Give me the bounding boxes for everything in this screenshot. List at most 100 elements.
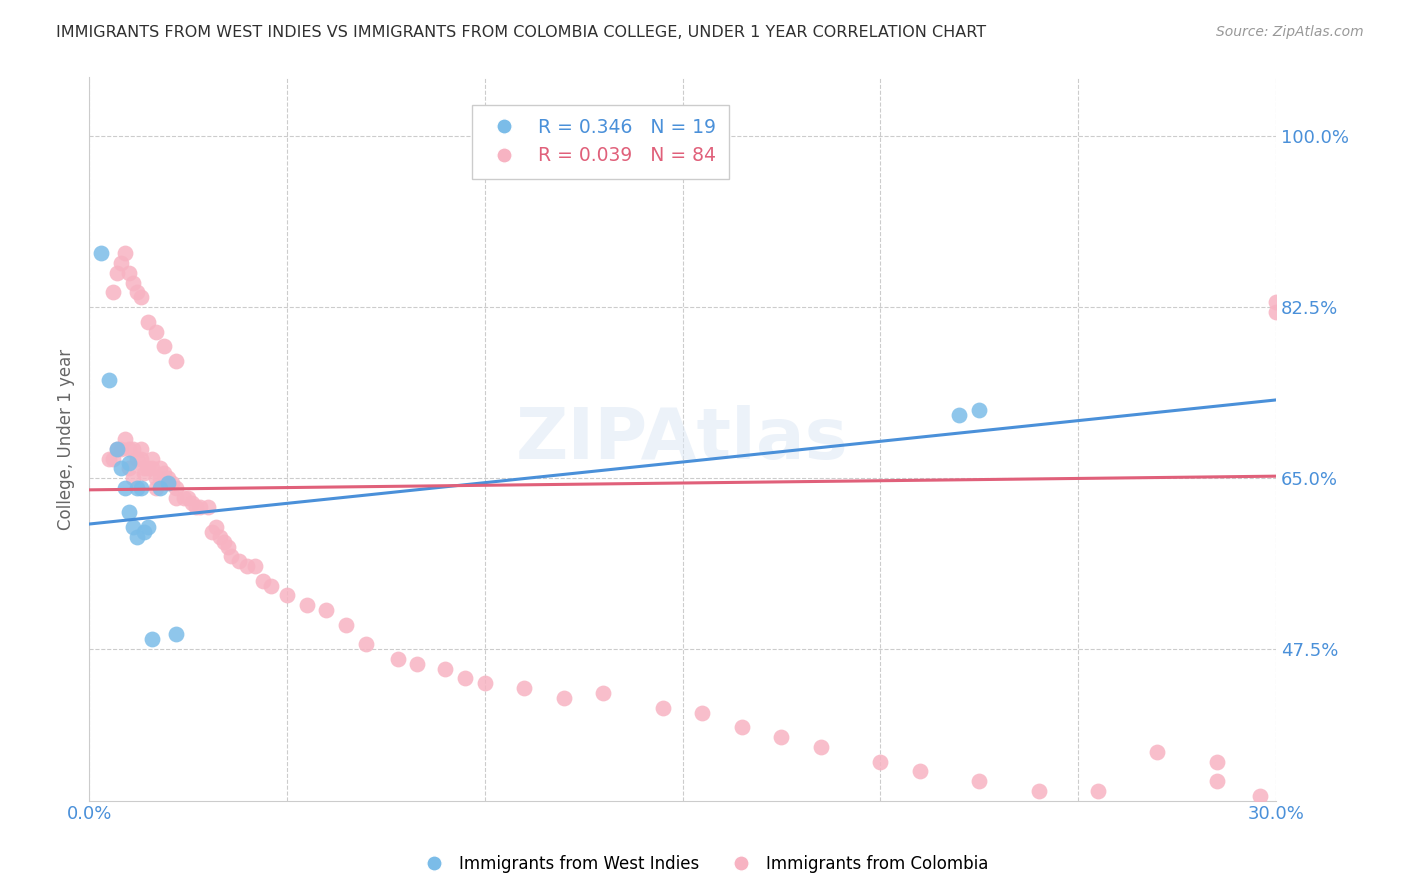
Point bbox=[770, 730, 793, 744]
Point bbox=[105, 266, 128, 280]
Legend: Immigrants from West Indies, Immigrants from Colombia: Immigrants from West Indies, Immigrants … bbox=[411, 848, 995, 880]
Point bbox=[114, 481, 136, 495]
Point bbox=[208, 530, 231, 544]
Point bbox=[406, 657, 429, 671]
Point bbox=[129, 451, 152, 466]
Point bbox=[149, 461, 172, 475]
Point bbox=[967, 774, 990, 789]
Point bbox=[138, 315, 160, 329]
Point bbox=[165, 481, 187, 495]
Point bbox=[236, 559, 259, 574]
Point bbox=[145, 471, 167, 485]
Point bbox=[387, 652, 409, 666]
Point bbox=[354, 637, 377, 651]
Point bbox=[810, 739, 832, 754]
Point bbox=[97, 373, 120, 387]
Point bbox=[141, 451, 163, 466]
Point bbox=[117, 505, 139, 519]
Point bbox=[967, 402, 990, 417]
Point bbox=[117, 461, 139, 475]
Point bbox=[125, 530, 148, 544]
Point bbox=[295, 598, 318, 612]
Point bbox=[141, 461, 163, 475]
Point bbox=[1087, 784, 1109, 798]
Point bbox=[149, 481, 172, 495]
Point bbox=[110, 461, 132, 475]
Point bbox=[217, 540, 239, 554]
Point bbox=[145, 481, 167, 495]
Point bbox=[184, 500, 207, 515]
Point bbox=[125, 285, 148, 300]
Point bbox=[177, 491, 200, 505]
Point bbox=[690, 706, 713, 720]
Point bbox=[201, 524, 224, 539]
Point bbox=[173, 491, 195, 505]
Point bbox=[252, 574, 274, 588]
Point bbox=[134, 524, 156, 539]
Point bbox=[134, 467, 156, 481]
Point bbox=[90, 246, 112, 260]
Point bbox=[1028, 784, 1050, 798]
Point bbox=[869, 755, 891, 769]
Point bbox=[101, 285, 124, 300]
Point bbox=[335, 617, 357, 632]
Point bbox=[129, 290, 152, 304]
Point bbox=[245, 559, 267, 574]
Point bbox=[1146, 745, 1168, 759]
Point bbox=[1249, 789, 1271, 803]
Point bbox=[731, 720, 754, 734]
Point bbox=[1265, 305, 1288, 319]
Point bbox=[121, 442, 143, 456]
Point bbox=[114, 432, 136, 446]
Point bbox=[553, 691, 575, 706]
Point bbox=[110, 256, 132, 270]
Point bbox=[138, 461, 160, 475]
Point bbox=[117, 266, 139, 280]
Point bbox=[228, 554, 250, 568]
Point bbox=[125, 481, 148, 495]
Legend: R = 0.346   N = 19, R = 0.039   N = 84: R = 0.346 N = 19, R = 0.039 N = 84 bbox=[472, 105, 730, 178]
Point bbox=[141, 632, 163, 647]
Text: IMMIGRANTS FROM WEST INDIES VS IMMIGRANTS FROM COLOMBIA COLLEGE, UNDER 1 YEAR CO: IMMIGRANTS FROM WEST INDIES VS IMMIGRANT… bbox=[56, 25, 987, 40]
Point bbox=[157, 471, 180, 485]
Point bbox=[592, 686, 614, 700]
Point bbox=[114, 246, 136, 260]
Point bbox=[101, 451, 124, 466]
Point bbox=[260, 579, 283, 593]
Point bbox=[315, 603, 337, 617]
Point bbox=[1205, 755, 1227, 769]
Y-axis label: College, Under 1 year: College, Under 1 year bbox=[58, 349, 75, 530]
Point bbox=[121, 520, 143, 534]
Point bbox=[221, 549, 243, 564]
Point bbox=[1265, 295, 1288, 310]
Point bbox=[121, 471, 143, 485]
Point bbox=[434, 662, 457, 676]
Point bbox=[1205, 774, 1227, 789]
Point bbox=[908, 764, 931, 779]
Point bbox=[138, 520, 160, 534]
Point bbox=[117, 442, 139, 456]
Point bbox=[948, 408, 970, 422]
Point bbox=[149, 471, 172, 485]
Point bbox=[181, 495, 204, 509]
Point bbox=[513, 681, 536, 696]
Point bbox=[117, 457, 139, 471]
Point bbox=[204, 520, 226, 534]
Point bbox=[97, 451, 120, 466]
Point bbox=[165, 491, 187, 505]
Point bbox=[110, 442, 132, 456]
Point bbox=[145, 325, 167, 339]
Point bbox=[165, 627, 187, 641]
Point bbox=[105, 442, 128, 456]
Point bbox=[125, 451, 148, 466]
Point bbox=[276, 588, 298, 602]
Point bbox=[129, 481, 152, 495]
Point bbox=[160, 475, 183, 490]
Text: Source: ZipAtlas.com: Source: ZipAtlas.com bbox=[1216, 25, 1364, 39]
Point bbox=[212, 534, 235, 549]
Point bbox=[157, 475, 180, 490]
Point bbox=[105, 442, 128, 456]
Point bbox=[454, 672, 477, 686]
Point bbox=[121, 276, 143, 290]
Point bbox=[165, 354, 187, 368]
